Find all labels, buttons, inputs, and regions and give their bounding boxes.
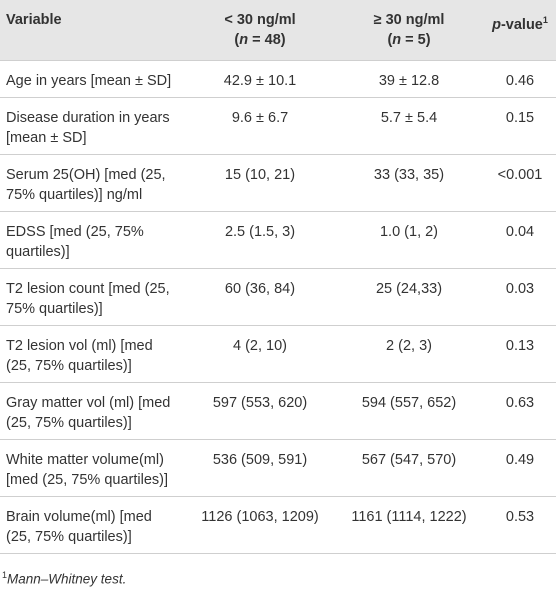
- table-row: Serum 25(OH) [med (25, 75% quartiles)] n…: [0, 154, 556, 212]
- variable-cell: Age in years [mean ± SD]: [0, 60, 186, 98]
- table-row: Gray matter vol (ml) [med (25, 75% quart…: [0, 382, 556, 440]
- header-text: n: [392, 32, 402, 48]
- value-cell: 60 (36, 84): [186, 268, 334, 326]
- table-row: Disease duration in years [mean ± SD] 9.6…: [0, 97, 556, 155]
- header-row: Variable < 30 ng/ml (n = 48) ≥ 30 ng/ml (n =…: [0, 0, 556, 61]
- header-text: Variable: [6, 12, 62, 28]
- value-cell: 0.03: [484, 268, 556, 326]
- header-text: (: [387, 32, 393, 48]
- value-cell: 2 (2, 3): [334, 325, 484, 383]
- value-cell: 594 (557, 652): [334, 382, 484, 440]
- header-text: 1: [542, 15, 548, 25]
- variable-cell: White matter volume(ml) [med (25, 75% qu…: [0, 439, 186, 497]
- value-cell: 597 (553, 620): [186, 382, 334, 440]
- table-row: EDSS [med (25, 75% quartiles)] 2.5 (1.5, …: [0, 211, 556, 269]
- table-body: Age in years [mean ± SD] 42.9 ± 10.1 39 ± …: [0, 60, 556, 554]
- table-row: T2 lesion vol (ml) [med (25, 75% quartil…: [0, 325, 556, 383]
- value-cell: 0.04: [484, 211, 556, 269]
- header-text: = 48): [248, 32, 286, 48]
- footnote: 1Mann–Whitney test.: [0, 570, 556, 587]
- value-cell: 1126 (1063, 1209): [186, 496, 334, 554]
- variable-cell: Brain volume(ml) [med (25, 75% quartiles…: [0, 496, 186, 554]
- data-table: Variable < 30 ng/ml (n = 48) ≥ 30 ng/ml (n =…: [0, 0, 556, 554]
- value-cell: 15 (10, 21): [186, 154, 334, 212]
- value-cell: 0.49: [484, 439, 556, 497]
- value-cell: 33 (33, 35): [334, 154, 484, 212]
- table-row: White matter volume(ml) [med (25, 75% qu…: [0, 439, 556, 497]
- value-cell: 567 (547, 570): [334, 439, 484, 497]
- header-cell: < 30 ng/ml (n = 48): [186, 0, 334, 61]
- variable-cell: T2 lesion count [med (25, 75% quartiles)…: [0, 268, 186, 326]
- header-text: -value: [500, 16, 543, 33]
- value-cell: 0.46: [484, 60, 556, 98]
- header-text: = 5): [401, 32, 431, 48]
- value-cell: 0.53: [484, 496, 556, 554]
- header-cell: p-value1: [484, 0, 556, 61]
- table-row: Age in years [mean ± SD] 42.9 ± 10.1 39 ± …: [0, 60, 556, 98]
- table-row: Brain volume(ml) [med (25, 75% quartiles…: [0, 496, 556, 554]
- header-text: < 30 ng/ml: [224, 12, 296, 28]
- value-cell: 1161 (1114, 1222): [334, 496, 484, 554]
- header-text: p: [492, 16, 501, 33]
- footnote-text: Mann–Whitney test.: [7, 571, 127, 587]
- value-cell: 4 (2, 10): [186, 325, 334, 383]
- value-cell: 9.6 ± 6.7: [186, 97, 334, 155]
- footnote-marker: 1: [2, 570, 8, 580]
- value-cell: 0.63: [484, 382, 556, 440]
- variable-cell: EDSS [med (25, 75% quartiles)]: [0, 211, 186, 269]
- value-cell: 2.5 (1.5, 3): [186, 211, 334, 269]
- value-cell: 1.0 (1, 2): [334, 211, 484, 269]
- value-cell: 536 (509, 591): [186, 439, 334, 497]
- value-cell: <0.001: [484, 154, 556, 212]
- variable-cell: T2 lesion vol (ml) [med (25, 75% quartil…: [0, 325, 186, 383]
- value-cell: 0.13: [484, 325, 556, 383]
- value-cell: 39 ± 12.8: [334, 60, 484, 98]
- value-cell: 25 (24,33): [334, 268, 484, 326]
- variable-cell: Serum 25(OH) [med (25, 75% quartiles)] n…: [0, 154, 186, 212]
- value-cell: 5.7 ± 5.4: [334, 97, 484, 155]
- value-cell: 0.15: [484, 97, 556, 155]
- value-cell: 42.9 ± 10.1: [186, 60, 334, 98]
- table-row: T2 lesion count [med (25, 75% quartiles)…: [0, 268, 556, 326]
- header-cell: Variable: [0, 0, 186, 61]
- variable-cell: Disease duration in years [mean ± SD]: [0, 97, 186, 155]
- variable-cell: Gray matter vol (ml) [med (25, 75% quart…: [0, 382, 186, 440]
- header-text: ≥ 30 ng/ml: [373, 12, 445, 28]
- header-text: (: [234, 32, 240, 48]
- header-cell: ≥ 30 ng/ml (n = 5): [334, 0, 484, 61]
- header-text: n: [239, 32, 249, 48]
